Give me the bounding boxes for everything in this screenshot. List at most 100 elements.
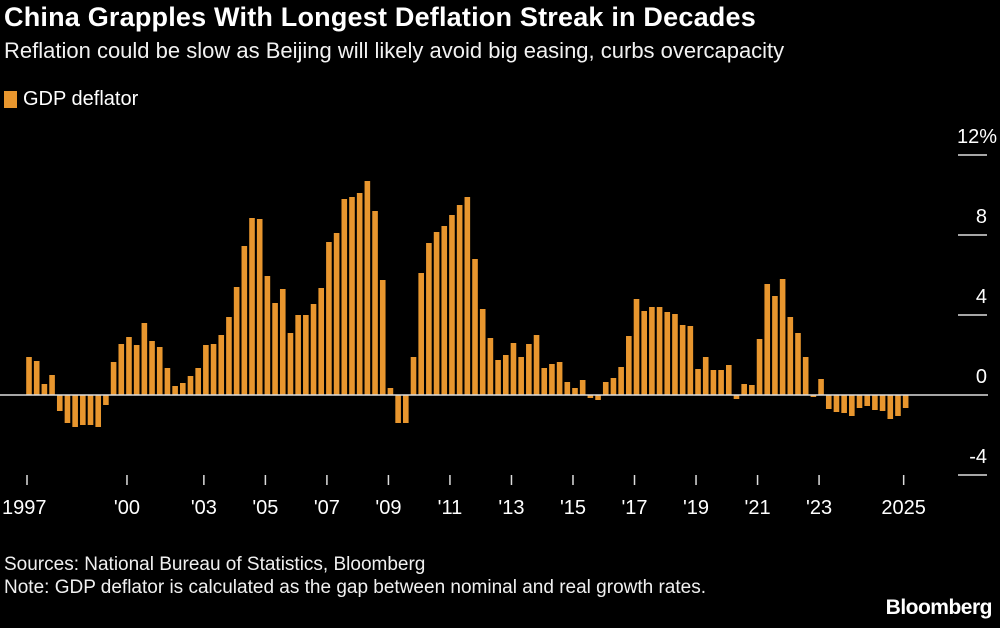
bar [426,243,432,395]
bar [164,368,171,395]
bar [410,357,417,395]
bar [602,382,609,395]
x-tick-label: '15 [560,497,586,519]
bar [626,336,632,395]
y-tick-label: 0 [976,366,987,388]
bar [818,379,824,395]
bar [633,299,640,395]
bar [387,388,394,395]
bar [802,357,809,395]
bar [226,317,232,395]
bar [133,345,140,395]
x-tick-label: '09 [375,497,401,519]
x-tick-label: '03 [191,497,217,519]
legend-label: GDP deflator [23,88,139,110]
bar [418,273,424,395]
bar [41,384,48,395]
bar [287,333,294,395]
bar [379,280,386,395]
bar [249,218,255,395]
chart-subtitle: Reflation could be slow as Beijing will … [4,38,785,63]
bar [80,395,86,425]
bar [303,315,309,395]
bar [526,344,532,395]
y-tick-label: 8 [976,206,987,228]
bar [618,367,624,395]
bar [749,385,755,395]
x-tick-label: '00 [114,497,140,519]
bar [33,361,40,395]
bar [756,339,763,395]
bar [595,395,601,400]
x-tick-label: '11 [438,497,463,519]
bar [533,335,540,395]
y-tick-label: -4 [969,446,987,468]
bar [395,395,401,423]
bar [549,364,555,395]
bar [464,197,471,395]
bloomberg-logo: Bloomberg [885,596,993,619]
bar [72,395,78,427]
chart-title: China Grapples With Longest Deflation St… [4,2,756,32]
bar [103,395,109,405]
bar [356,193,363,395]
x-tick-label: '17 [621,497,647,519]
bar [649,307,655,395]
bar [495,360,501,395]
bar [587,395,594,398]
bar [833,395,840,412]
bar [687,326,694,395]
bar [518,357,524,395]
x-tick-label: '21 [745,497,771,519]
bar [779,279,786,395]
bar [349,197,355,395]
bar [456,205,463,395]
bar [887,395,894,419]
bar [502,355,509,395]
x-tick-label: '07 [314,497,340,519]
bar [772,296,778,395]
bar [679,325,686,395]
bar [695,369,701,395]
bar [364,181,371,395]
bar [403,395,409,423]
bar [472,259,478,395]
bar [295,315,301,395]
bar [895,395,901,416]
bar [572,388,578,395]
bar [856,395,863,408]
note-text: Note: GDP deflator is calculated as the … [4,577,706,598]
bar [864,395,871,406]
bar [203,345,209,395]
bar [541,368,548,395]
x-tick-label: '05 [252,497,278,519]
bar [787,317,794,395]
bar [279,289,286,395]
bar [825,395,832,409]
bar [510,343,517,395]
bar [672,314,678,395]
bar [764,284,771,395]
x-tick-label: 2025 [881,497,926,519]
x-tick-label: '19 [683,497,709,519]
y-tick-label: 4 [976,286,987,308]
bar [879,395,886,411]
bar [579,380,586,395]
bar [110,362,117,395]
bar [487,338,494,395]
x-tick-label: '23 [806,497,832,519]
bar [556,362,563,395]
bar [741,384,747,395]
bar [256,219,263,395]
y-tick-label: 12% [957,126,997,148]
bar [180,383,186,395]
bar [126,337,132,395]
bar [902,395,909,408]
bar [64,395,71,423]
bar [702,357,709,395]
bar [187,376,194,395]
bar [241,246,248,395]
bar [149,341,155,395]
bar [433,232,440,395]
